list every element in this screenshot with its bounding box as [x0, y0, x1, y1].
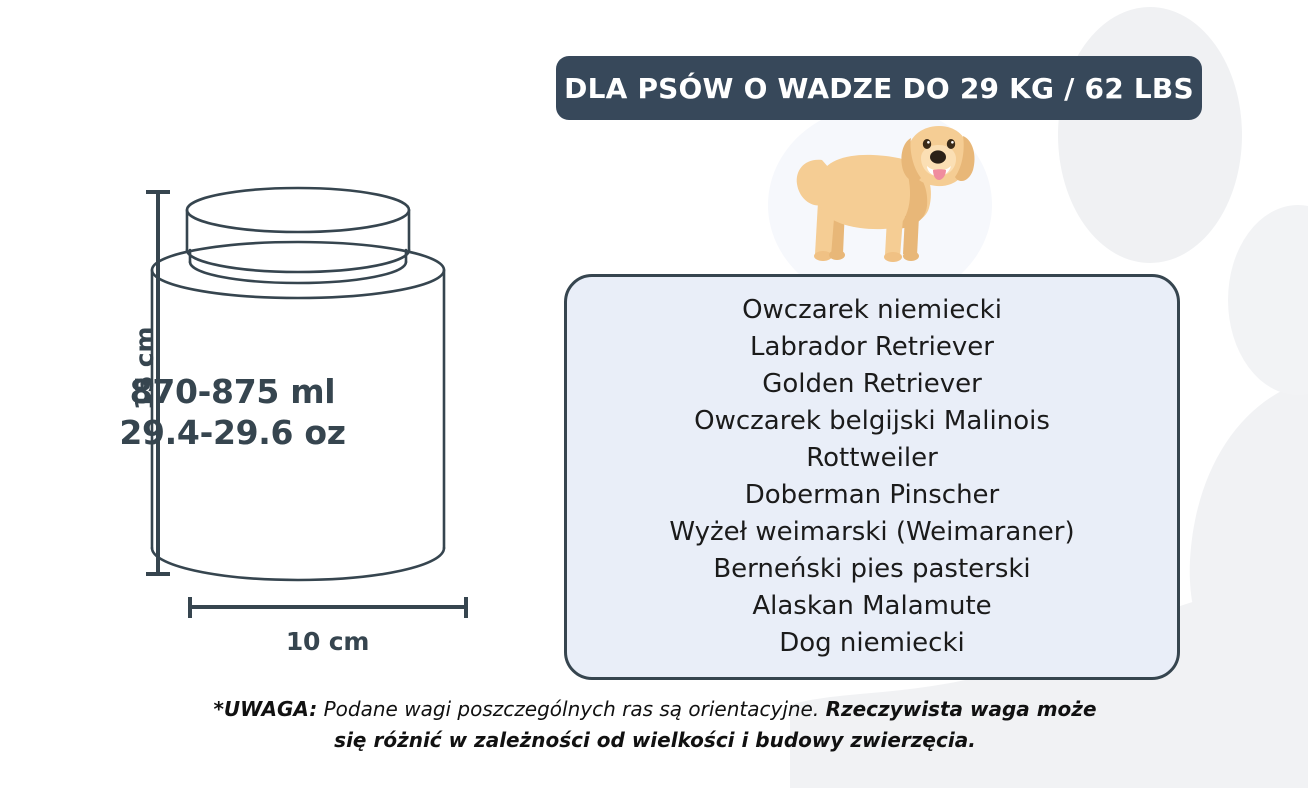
dog-eye-highlight-left: [927, 141, 930, 144]
dog-paw-2: [829, 250, 845, 260]
dog-nose: [930, 150, 946, 164]
list-item: Wyżeł weimarski (Weimaraner): [669, 517, 1075, 547]
dog-eye-left: [922, 139, 932, 149]
dog-paw-4: [903, 251, 919, 261]
weight-range-badge-label: DLA PSÓW O WADZE DO 29 KG / 62 LBS: [564, 71, 1194, 105]
jar-cap-bottom-arc: [185, 248, 411, 274]
dog-paw-3: [884, 252, 902, 262]
footnote-disclaimer: *UWAGA: Podane wagi poszczególnych ras s…: [200, 694, 1110, 756]
list-item: Rottweiler: [806, 443, 938, 473]
footnote-normal-text: Podane wagi poszczególnych ras są orient…: [317, 697, 826, 721]
decor-blob-circle-small: [1228, 205, 1308, 395]
footnote-prefix: *UWAGA:: [213, 697, 318, 721]
dog-front-leg-near: [885, 218, 903, 257]
list-item: Labrador Retriever: [750, 332, 994, 362]
dog-eye-highlight-right: [951, 141, 954, 144]
list-item: Doberman Pinscher: [744, 480, 1000, 510]
jar-icon: [150, 186, 446, 582]
list-item: Owczarek belgijski Malinois: [694, 406, 1050, 436]
list-item: Berneński pies pasterski: [713, 554, 1031, 584]
list-item: Owczarek niemiecki: [742, 295, 1002, 325]
dimension-label-height: 15 cm: [130, 326, 160, 411]
jar-cap-top: [185, 186, 411, 234]
decor-blob-circle-large: [1058, 7, 1242, 263]
dog-eye-right: [946, 139, 956, 149]
list-item: Golden Retriever: [762, 369, 982, 399]
golden-retriever-icon: [796, 126, 975, 262]
dog-front-leg-far: [903, 216, 919, 256]
dimension-label-width: 10 cm: [285, 627, 370, 656]
jar-body-bottom-arc: [150, 546, 446, 582]
decor-blob-wave-right: [1189, 380, 1308, 700]
jar-neck-bottom-arc: [188, 260, 408, 285]
breed-list-card: Owczarek niemiecki Labrador Retriever Go…: [564, 274, 1180, 680]
list-item: Alaskan Malamute: [752, 591, 992, 621]
weight-range-badge: DLA PSÓW O WADZE DO 29 KG / 62 LBS: [556, 56, 1202, 120]
list-item: Dog niemiecki: [779, 628, 965, 658]
breed-list: Owczarek niemiecki Labrador Retriever Go…: [581, 292, 1163, 662]
